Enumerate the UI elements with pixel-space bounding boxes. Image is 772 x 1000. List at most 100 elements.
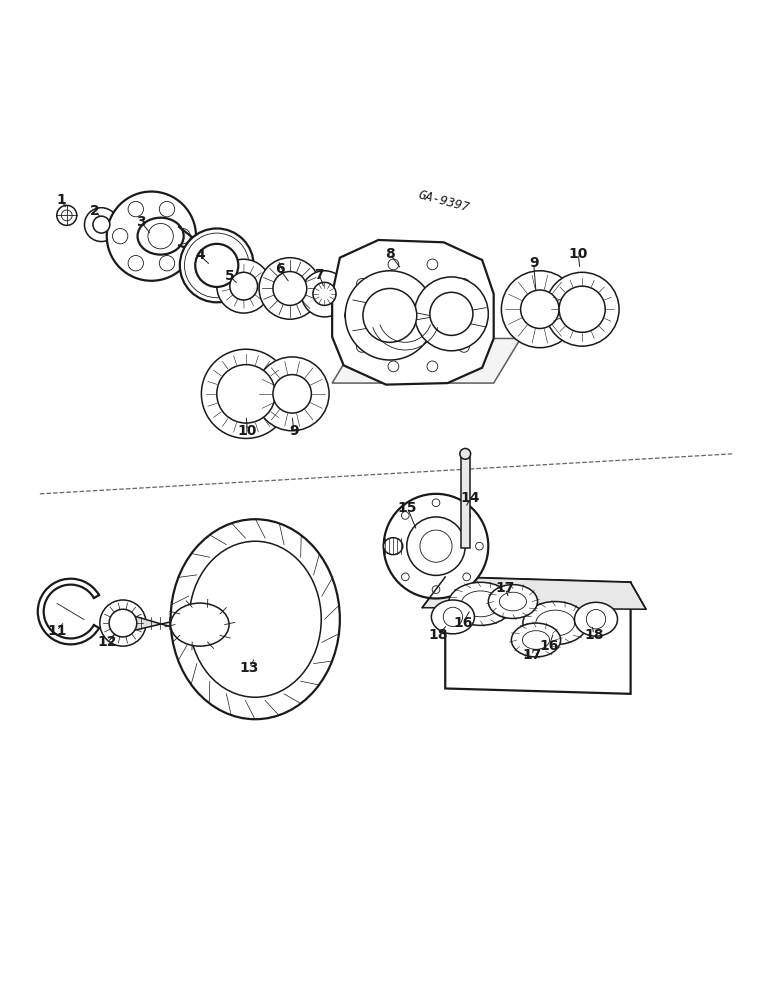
Ellipse shape xyxy=(499,592,527,611)
Circle shape xyxy=(301,271,347,317)
Polygon shape xyxy=(422,577,646,609)
Text: GA-9397: GA-9397 xyxy=(417,188,471,215)
Circle shape xyxy=(62,210,72,221)
Circle shape xyxy=(185,233,249,298)
Circle shape xyxy=(230,272,258,300)
Text: 18: 18 xyxy=(428,628,448,642)
Text: 6: 6 xyxy=(275,262,285,276)
Circle shape xyxy=(259,258,320,319)
Circle shape xyxy=(586,610,606,629)
Ellipse shape xyxy=(536,610,574,636)
Ellipse shape xyxy=(171,519,340,719)
Circle shape xyxy=(344,310,355,321)
Circle shape xyxy=(109,609,137,637)
Circle shape xyxy=(100,600,146,646)
Circle shape xyxy=(128,256,144,271)
Circle shape xyxy=(463,512,471,519)
Circle shape xyxy=(318,288,330,300)
Circle shape xyxy=(460,448,471,459)
Circle shape xyxy=(107,192,196,281)
Ellipse shape xyxy=(171,603,229,646)
Circle shape xyxy=(84,208,118,242)
Circle shape xyxy=(273,375,311,413)
Circle shape xyxy=(128,201,144,217)
Circle shape xyxy=(357,278,367,289)
Circle shape xyxy=(273,272,306,305)
Ellipse shape xyxy=(523,602,587,645)
Circle shape xyxy=(313,282,336,305)
Circle shape xyxy=(201,349,290,438)
Circle shape xyxy=(545,272,619,346)
Circle shape xyxy=(401,573,409,581)
Circle shape xyxy=(217,365,276,423)
Circle shape xyxy=(389,542,397,550)
Text: 3: 3 xyxy=(137,215,146,229)
Circle shape xyxy=(357,342,367,352)
Circle shape xyxy=(459,278,469,289)
Text: 18: 18 xyxy=(584,628,604,642)
Circle shape xyxy=(345,271,435,360)
Circle shape xyxy=(415,277,489,351)
Circle shape xyxy=(113,228,128,244)
Polygon shape xyxy=(445,577,631,694)
Text: 16: 16 xyxy=(540,639,559,653)
Text: 2: 2 xyxy=(90,204,100,218)
Text: 7: 7 xyxy=(314,268,324,282)
Ellipse shape xyxy=(461,591,500,617)
Circle shape xyxy=(401,512,409,519)
Circle shape xyxy=(217,259,271,313)
Circle shape xyxy=(407,517,466,575)
Circle shape xyxy=(384,494,489,598)
Circle shape xyxy=(180,228,254,302)
Circle shape xyxy=(432,499,440,507)
Polygon shape xyxy=(332,240,493,385)
Text: 5: 5 xyxy=(225,269,235,283)
Circle shape xyxy=(427,361,438,372)
Circle shape xyxy=(463,573,471,581)
Circle shape xyxy=(388,259,399,270)
Circle shape xyxy=(432,586,440,593)
Circle shape xyxy=(175,228,191,244)
Ellipse shape xyxy=(449,582,513,625)
Text: 1: 1 xyxy=(56,193,66,207)
Text: 11: 11 xyxy=(47,624,66,638)
Circle shape xyxy=(471,310,482,321)
Circle shape xyxy=(501,271,578,348)
Circle shape xyxy=(236,278,252,294)
Circle shape xyxy=(159,201,174,217)
Text: 4: 4 xyxy=(195,248,205,262)
Text: 14: 14 xyxy=(461,491,480,505)
Circle shape xyxy=(148,223,173,249)
Polygon shape xyxy=(332,338,520,383)
Ellipse shape xyxy=(137,218,184,255)
Text: 16: 16 xyxy=(453,616,472,630)
Polygon shape xyxy=(130,615,195,634)
Text: 13: 13 xyxy=(239,661,259,675)
Circle shape xyxy=(57,205,76,225)
Text: 10: 10 xyxy=(569,247,588,261)
Ellipse shape xyxy=(489,585,537,618)
Ellipse shape xyxy=(189,541,321,697)
Ellipse shape xyxy=(511,623,560,657)
Text: 10: 10 xyxy=(238,424,257,438)
Circle shape xyxy=(520,290,559,328)
Text: 9: 9 xyxy=(289,424,299,438)
Ellipse shape xyxy=(432,600,475,634)
Ellipse shape xyxy=(574,602,618,636)
Circle shape xyxy=(459,342,469,352)
Text: 17: 17 xyxy=(523,648,542,662)
Circle shape xyxy=(443,607,462,627)
Circle shape xyxy=(93,216,110,233)
Circle shape xyxy=(420,530,452,562)
Circle shape xyxy=(427,259,438,270)
Text: 8: 8 xyxy=(385,247,394,261)
Text: 15: 15 xyxy=(398,501,418,515)
Circle shape xyxy=(476,542,483,550)
Text: 17: 17 xyxy=(496,581,515,595)
Circle shape xyxy=(363,288,417,342)
Ellipse shape xyxy=(384,538,403,555)
Bar xyxy=(461,454,470,548)
Circle shape xyxy=(388,361,399,372)
Circle shape xyxy=(159,256,174,271)
Text: 9: 9 xyxy=(529,256,539,270)
